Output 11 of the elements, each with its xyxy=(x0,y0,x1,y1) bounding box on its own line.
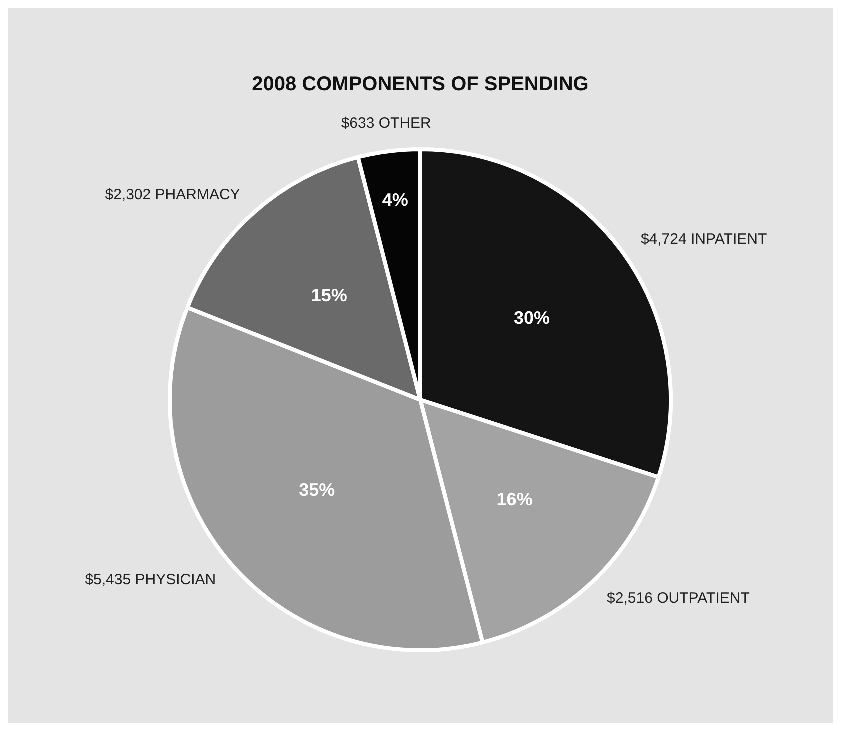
data-label: 35% xyxy=(299,480,336,500)
slice-label: $633 OTHER xyxy=(341,114,432,132)
data-label: 4% xyxy=(382,190,408,210)
data-label: 30% xyxy=(514,308,550,328)
data-label: 16% xyxy=(496,489,533,510)
slice-label: $2,516 OUTPATIENT xyxy=(607,590,750,607)
slice-label: $5,435 PHYSICIAN xyxy=(85,571,216,588)
slice-label: $2,302 PHARMACY xyxy=(105,186,240,204)
chart-title: 2008 COMPONENTS OF SPENDING xyxy=(252,74,589,96)
data-label: 15% xyxy=(311,286,348,306)
slice-label: $4,724 INPATIENT xyxy=(640,230,768,248)
